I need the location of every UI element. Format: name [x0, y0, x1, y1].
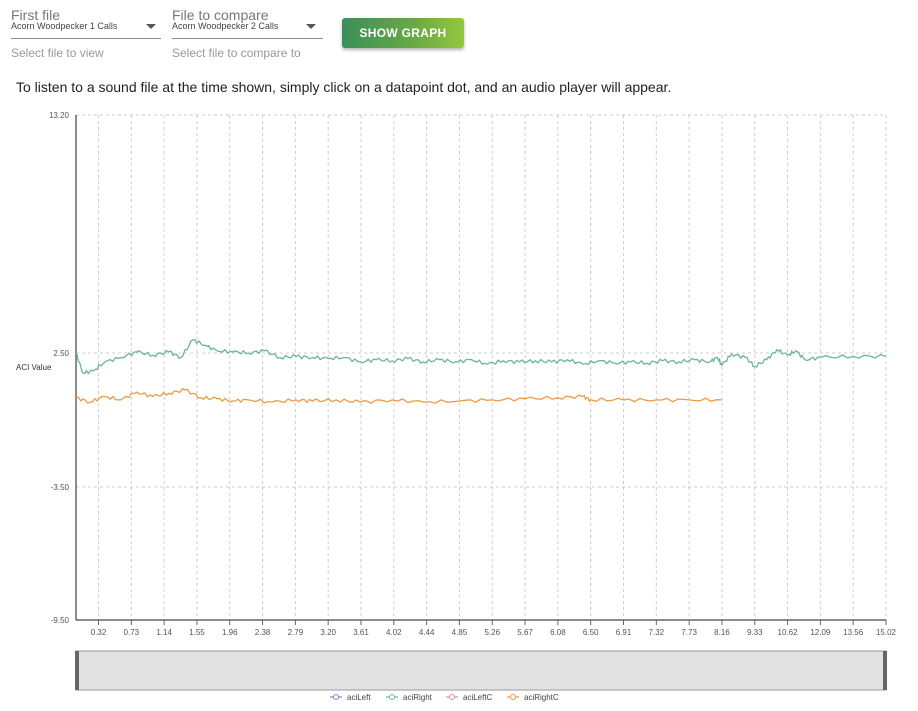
x-tick-label: 15.02	[876, 628, 897, 637]
chevron-down-icon[interactable]	[306, 24, 316, 29]
legend-marker	[333, 694, 339, 700]
first-file-underline	[11, 38, 161, 39]
instructions-text: To listen to a sound file at the time sh…	[16, 79, 672, 95]
x-tick-label: 6.91	[616, 628, 632, 637]
x-tick-label: 13.56	[843, 628, 864, 637]
first-file-label: First file	[11, 7, 60, 23]
legend-marker	[449, 694, 455, 700]
legend-marker	[389, 694, 395, 700]
x-tick-label: 1.96	[222, 628, 238, 637]
compare-file-value[interactable]: Acorn Woodpecker 2 Calls	[172, 21, 279, 31]
series-line-aciRightC[interactable]	[75, 387, 722, 404]
x-tick-label: 2.38	[255, 628, 271, 637]
first-file-value[interactable]: Acorn Woodpecker 1 Calls	[11, 21, 118, 31]
y-axis-label: ACI Value	[16, 363, 52, 372]
y-tick-label: -9.50	[51, 616, 70, 625]
chevron-down-icon[interactable]	[146, 24, 156, 29]
x-tick-label: 12.09	[810, 628, 831, 637]
x-tick-label: 8.16	[714, 628, 730, 637]
y-tick-label: 2.50	[53, 349, 69, 358]
x-tick-label: 5.67	[517, 628, 533, 637]
compare-file-label: File to compare	[172, 7, 269, 23]
compare-file-underline	[172, 38, 323, 39]
series-line-aciRight[interactable]	[75, 339, 887, 375]
y-tick-label: 13.20	[49, 111, 70, 120]
compare-file-helper: Select file to compare to	[172, 46, 301, 60]
show-graph-button[interactable]: SHOW GRAPH	[342, 18, 464, 48]
legend-item-aciRight[interactable]: aciRight	[403, 693, 433, 702]
y-tick-label: -3.50	[51, 483, 70, 492]
x-tick-label: 0.73	[124, 628, 140, 637]
range-handle-right[interactable]	[883, 651, 887, 690]
x-tick-label: 1.14	[156, 628, 172, 637]
legend-item-aciLeftC[interactable]: aciLeftC	[463, 693, 493, 702]
legend-marker	[510, 694, 516, 700]
legend-item-aciLeft[interactable]: aciLeft	[347, 693, 371, 702]
range-navigator[interactable]	[75, 650, 887, 691]
legend-item-aciRightC[interactable]: aciRightC	[524, 693, 559, 702]
first-file-helper: Select file to view	[11, 46, 104, 60]
x-tick-label: 5.26	[484, 628, 500, 637]
x-tick-label: 10.62	[778, 628, 799, 637]
x-tick-label: 4.44	[419, 628, 435, 637]
x-tick-label: 4.02	[386, 628, 402, 637]
x-tick-label: 1.55	[189, 628, 205, 637]
x-tick-label: 4.85	[452, 628, 468, 637]
x-tick-label: 6.50	[583, 628, 599, 637]
x-tick-label: 0.32	[91, 628, 107, 637]
x-tick-label: 6.08	[550, 628, 566, 637]
x-tick-label: 9.33	[747, 628, 763, 637]
x-tick-label: 7.32	[649, 628, 665, 637]
x-tick-label: 3.20	[320, 628, 336, 637]
range-handle-left[interactable]	[75, 651, 79, 690]
x-tick-label: 2.79	[288, 628, 304, 637]
x-tick-label: 7.73	[681, 628, 697, 637]
x-tick-label: 3.61	[353, 628, 369, 637]
